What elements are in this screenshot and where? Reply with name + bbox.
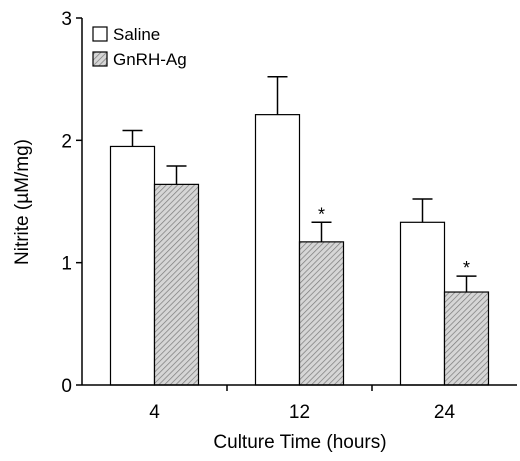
legend-label-saline: Saline — [113, 25, 160, 44]
legend: Saline GnRH-Ag — [92, 25, 187, 69]
bar-saline — [254, 114, 301, 386]
legend-label-gnrh-ag: GnRH-Ag — [113, 50, 187, 69]
x-tick-label: 24 — [434, 402, 456, 423]
bar-saline — [399, 221, 446, 386]
x-axis-title: Culture Time (hours) — [213, 432, 386, 453]
x-tick-label: 4 — [149, 402, 160, 423]
plot-area: ** — [109, 75, 490, 386]
y-axis-title: Nitrite (µM/mg) — [12, 139, 33, 265]
legend-swatch-saline — [92, 26, 108, 42]
y-tick-label: 1 — [61, 254, 72, 275]
y-tick-label: 2 — [61, 131, 72, 152]
bar-gnrh-ag — [298, 241, 345, 386]
bar-saline — [109, 145, 156, 386]
significance-marker: * — [463, 258, 470, 278]
y-tick-label: 0 — [61, 376, 72, 397]
legend-swatch-gnrh-ag — [92, 51, 108, 67]
significance-marker: * — [318, 204, 325, 224]
y-tick-label: 3 — [61, 9, 72, 30]
bar-gnrh-ag — [153, 183, 200, 386]
x-tick-label: 12 — [289, 402, 310, 423]
bar-gnrh-ag — [443, 291, 490, 386]
